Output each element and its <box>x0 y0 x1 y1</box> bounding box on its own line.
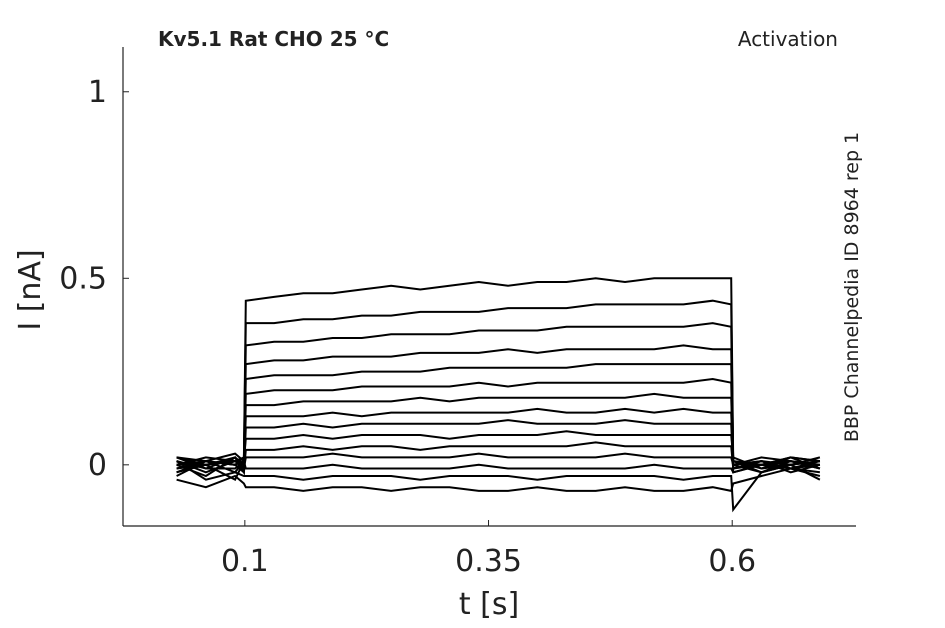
side-label: BBP Channelpedia ID 8964 rep 1 <box>841 132 863 442</box>
trace <box>176 363 821 471</box>
trace <box>176 377 821 474</box>
y-tick-label: 0 <box>88 448 107 483</box>
trace <box>176 460 821 513</box>
trace <box>176 277 821 466</box>
x-tick-label: 0.1 <box>221 544 269 579</box>
trace <box>176 392 821 474</box>
x-tick-label: 0.6 <box>708 544 756 579</box>
annotation: Activation <box>738 27 838 51</box>
trace <box>176 458 821 482</box>
trace <box>176 467 821 493</box>
trace <box>176 344 821 470</box>
trace <box>176 322 821 470</box>
trace <box>176 452 821 478</box>
chart-title: Kv5.1 Rat CHO 25 °C <box>158 27 389 51</box>
y-tick-label: 0.5 <box>59 261 107 296</box>
x-tick-label: 0.35 <box>455 544 522 579</box>
trace <box>176 407 821 474</box>
trace <box>176 299 821 470</box>
y-axis-label: I [nA] <box>13 249 48 330</box>
trace <box>176 430 821 470</box>
y-tick-label: 1 <box>88 75 107 110</box>
trace <box>176 419 821 476</box>
trace <box>176 441 821 477</box>
x-axis-label: t [s] <box>459 587 519 622</box>
